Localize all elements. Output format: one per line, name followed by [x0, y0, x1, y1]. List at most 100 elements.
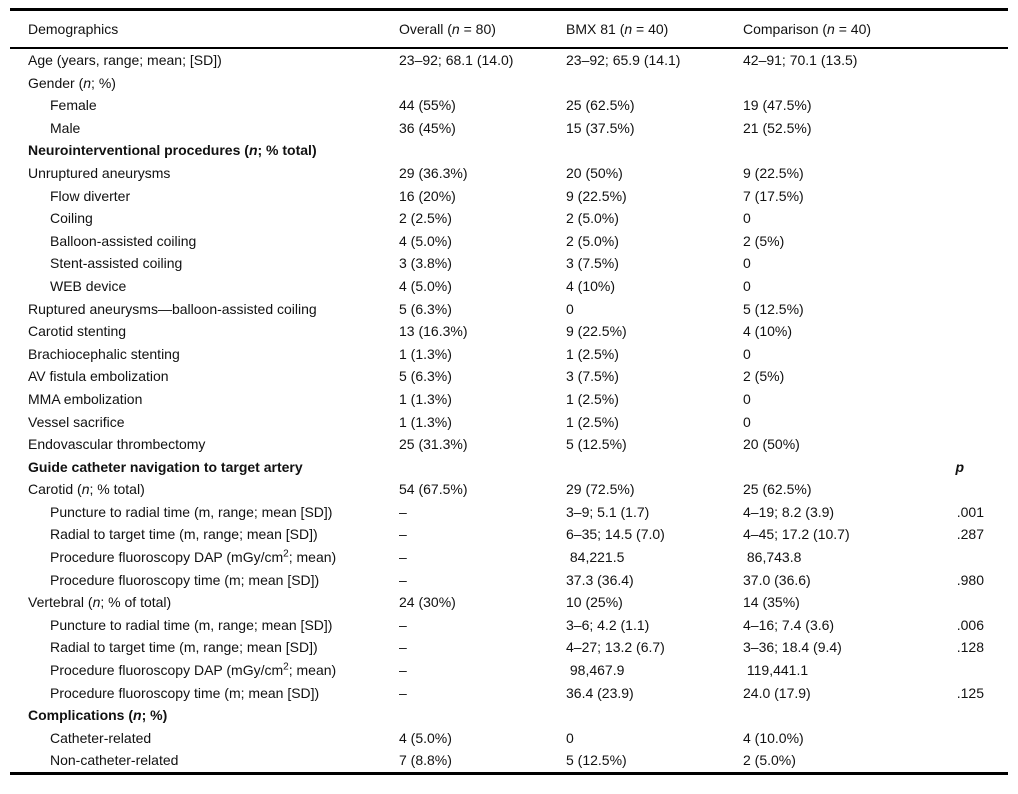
cell-bmx81: 37.3 (36.4)	[566, 571, 634, 588]
cell-comparison: 119,441.1	[743, 662, 809, 679]
row-label: Balloon-assisted coiling	[50, 232, 197, 249]
cell-overall: 2 (2.5%)	[399, 210, 452, 227]
cell-comparison: 0	[743, 345, 751, 362]
row-label: Male	[50, 119, 81, 136]
cell-overall: 5 (6.3%)	[399, 368, 452, 385]
cell-comparison: 2 (5%)	[743, 368, 785, 385]
cell-bmx81: 1 (2.5%)	[566, 413, 619, 430]
cell-comparison: 42–91; 70.1 (13.5)	[743, 52, 858, 68]
cell-comparison: 25 (62.5%)	[743, 481, 812, 498]
cell-overall: 4 (5.0%)	[399, 232, 452, 249]
cell-comparison: 3–36; 18.4 (9.4)	[743, 639, 842, 656]
header-rule	[10, 47, 1008, 49]
table-row: Catheter-related 4 (5.0%) 0 4 (10.0%)	[10, 727, 1008, 750]
cell-overall: –	[399, 571, 407, 588]
cell-comparison: 4–45; 17.2 (10.7)	[743, 526, 850, 543]
cell-overall: 5 (6.3%)	[399, 300, 452, 317]
cell-comparison: 5 (12.5%)	[743, 300, 804, 317]
cell-bmx81: 3–6; 4.2 (1.1)	[566, 616, 650, 633]
cell-overall: –	[399, 639, 407, 656]
row-label: Procedure fluoroscopy time (m; mean [SD]…	[50, 571, 320, 588]
cell-bmx81: 15 (37.5%)	[566, 119, 635, 136]
table-row: Puncture to radial time (m, range; mean …	[10, 501, 1008, 524]
row-label: Guide catheter navigation to target arte…	[28, 458, 303, 475]
row-label: Non-catheter-related	[50, 752, 179, 769]
row-label: Procedure fluoroscopy DAP (mGy/cm2; mean…	[50, 548, 337, 566]
cell-overall: 16 (20%)	[399, 187, 456, 204]
table-row: Vessel sacrifice 1 (1.3%) 1 (2.5%) 0	[10, 411, 1008, 434]
bottom-rule	[10, 772, 1008, 775]
cell-overall: –	[399, 616, 407, 633]
cell-bmx81: 1 (2.5%)	[566, 390, 619, 407]
cell-bmx81: 23–92; 65.9 (14.1)	[566, 52, 681, 68]
cell-overall: 7 (8.8%)	[399, 752, 452, 769]
cell-comparison: 20 (50%)	[743, 436, 800, 453]
cell-bmx81: 20 (50%)	[566, 164, 623, 181]
cell-p-value: .980	[956, 571, 984, 588]
cell-comparison: 0	[743, 277, 751, 294]
row-label: Neurointerventional procedures (n; % tot…	[28, 142, 317, 159]
cell-bmx81: 3 (7.5%)	[566, 368, 619, 385]
row-label: Unruptured aneurysms	[28, 164, 171, 181]
cell-overall: –	[399, 503, 407, 520]
cell-p-value: .128	[956, 639, 984, 656]
cell-bmx81: 6–35; 14.5 (7.0)	[566, 526, 665, 543]
cell-p-value: p	[955, 458, 964, 475]
table-row: MMA embolization 1 (1.3%) 1 (2.5%) 0	[10, 388, 1008, 411]
cell-overall: –	[399, 662, 407, 679]
table-row: Male 36 (45%) 15 (37.5%) 21 (52.5%)	[10, 117, 1008, 140]
table-row: Carotid (n; % total) 54 (67.5%) 29 (72.5%)…	[10, 478, 1008, 501]
table-row: Ruptured aneurysms—balloon-assisted coil…	[10, 298, 1008, 321]
row-label: WEB device	[50, 277, 127, 294]
cell-bmx81: 3 (7.5%)	[566, 255, 619, 272]
table-row: AV fistula embolization 5 (6.3%) 3 (7.5%) 2…	[10, 365, 1008, 388]
cell-comparison: 37.0 (36.6)	[743, 571, 811, 588]
row-label: Coiling	[50, 210, 93, 227]
table-row: Radial to target time (m, range; mean [S…	[10, 636, 1008, 659]
table-row: Endovascular thrombectomy 25 (31.3%) 5 (12…	[10, 433, 1008, 456]
demographics-table: Demographics Overall (n = 80) BMX 81 (n …	[10, 8, 1008, 775]
cell-bmx81: 3–9; 5.1 (1.7)	[566, 503, 650, 520]
cell-overall: 1 (1.3%)	[399, 413, 452, 430]
row-label: AV fistula embolization	[28, 368, 169, 385]
cell-p-value: .125	[956, 684, 984, 701]
cell-comparison: 0	[743, 210, 751, 227]
cell-overall: 25 (31.3%)	[399, 436, 468, 453]
cell-comparison: 14 (35%)	[743, 594, 800, 611]
cell-bmx81: 36.4 (23.9)	[566, 684, 634, 701]
cell-comparison: 4 (10%)	[743, 323, 793, 340]
cell-bmx81: 5 (12.5%)	[566, 436, 627, 453]
cell-overall: –	[399, 549, 407, 566]
table-row: Puncture to radial time (m, range; mean …	[10, 614, 1008, 637]
cell-overall: 4 (5.0%)	[399, 729, 452, 746]
cell-comparison: 0	[743, 390, 751, 407]
cell-overall: 54 (67.5%)	[399, 481, 468, 498]
cell-overall: 44 (55%)	[399, 97, 456, 114]
cell-bmx81: 29 (72.5%)	[566, 481, 635, 498]
table-row: Procedure fluoroscopy time (m; mean [SD]…	[10, 569, 1008, 592]
cell-overall: 4 (5.0%)	[399, 277, 452, 294]
row-label: Vertebral (n; % of total)	[28, 594, 172, 611]
header-overall: Overall (n = 80)	[399, 21, 496, 37]
table-row: Procedure fluoroscopy DAP (mGy/cm2; mean…	[10, 546, 1008, 569]
cell-bmx81: 98,467.9	[566, 662, 625, 679]
table-row: Age (years, range; mean; [SD]) 23–92; 68.…	[10, 49, 1008, 72]
table-header-row: Demographics Overall (n = 80) BMX 81 (n …	[10, 11, 1008, 47]
row-label: Age (years, range; mean; [SD])	[28, 52, 222, 68]
table-row: Radial to target time (m, range; mean [S…	[10, 523, 1008, 546]
header-comparison: Comparison (n = 40)	[743, 21, 872, 37]
table-row: Flow diverter 16 (20%) 9 (22.5%) 7 (17.5%)	[10, 185, 1008, 208]
cell-comparison: 2 (5.0%)	[743, 752, 796, 769]
cell-bmx81: 25 (62.5%)	[566, 97, 635, 114]
row-label: Procedure fluoroscopy DAP (mGy/cm2; mean…	[50, 661, 337, 679]
table-row: Guide catheter navigation to target arte…	[10, 456, 1008, 479]
cell-overall: 1 (1.3%)	[399, 345, 452, 362]
header-demographics: Demographics	[28, 21, 119, 37]
row-label: Stent-assisted coiling	[50, 255, 183, 272]
row-label: Procedure fluoroscopy time (m; mean [SD]…	[50, 684, 320, 701]
row-label: Catheter-related	[50, 729, 152, 746]
cell-overall: 1 (1.3%)	[399, 390, 452, 407]
cell-bmx81: 9 (22.5%)	[566, 323, 627, 340]
row-label: Carotid (n; % total)	[28, 481, 145, 498]
cell-bmx81: 10 (25%)	[566, 594, 623, 611]
